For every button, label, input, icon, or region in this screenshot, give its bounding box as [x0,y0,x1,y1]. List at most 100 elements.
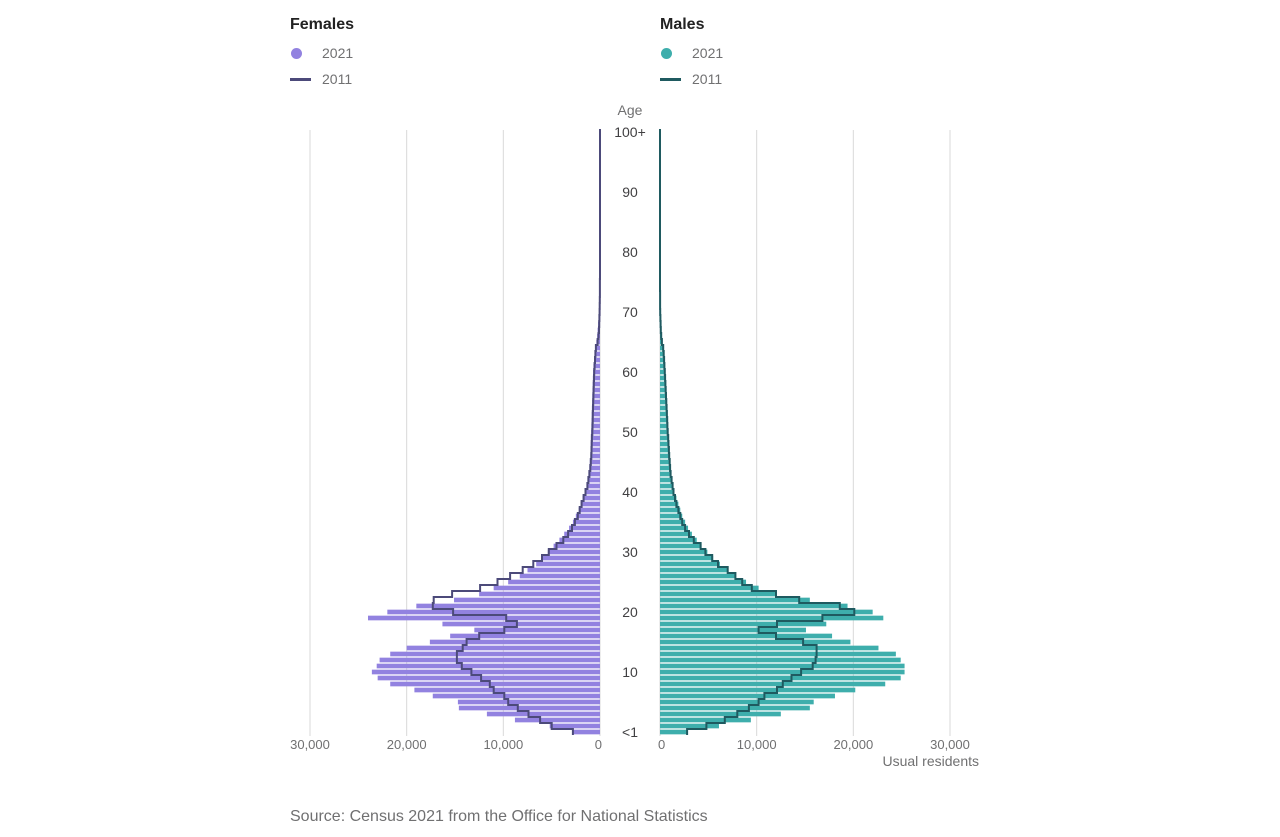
bar-male-2021 [660,459,670,465]
bar-female-2021 [458,705,600,711]
age-tick-label: 10 [622,664,638,680]
age-tick-label: 70 [622,304,638,320]
bar-female-2021 [371,669,600,675]
bar-male-2021 [660,465,670,471]
bar-male-2021 [660,507,681,513]
x-tick-label-female: 0 [595,737,602,752]
bar-female-2021 [514,717,600,723]
bar-female-2021 [593,363,600,369]
bar-female-2021 [429,639,600,645]
bar-male-2021 [660,633,833,639]
bar-female-2021 [591,423,600,429]
bar-male-2021 [660,687,856,693]
bar-female-2021 [414,687,600,693]
legend-dot-icon [661,47,672,59]
bar-female-2021 [454,597,600,603]
bar-female-2021 [592,393,600,399]
bar-female-2021 [553,543,600,549]
bar-female-2021 [591,417,600,423]
x-tick-label-male: 0 [658,737,665,752]
bar-male-2021 [660,495,677,501]
bar-male-2021 [660,693,835,699]
age-axis-title: Age [618,102,643,118]
bar-female-2021 [406,645,600,651]
bar-female-2021 [474,627,600,633]
bar-female-2021 [592,381,600,387]
bar-female-2021 [590,453,600,459]
bar-male-2021 [660,363,665,369]
bar-male-2021 [660,669,905,675]
bar-male-2021 [660,543,702,549]
legend-males: Males 2021 2011 [660,16,723,92]
x-tick-label-male: 20,000 [833,737,873,752]
bar-female-2021 [508,579,600,585]
bar-male-2021 [660,585,759,591]
bar-female-2021 [493,585,600,591]
bar-female-2021 [479,591,600,597]
bar-female-2021 [591,411,600,417]
bar-male-2021 [660,567,728,573]
bar-female-2021 [578,507,600,513]
bar-female-2021 [390,681,600,687]
bar-female-2021 [593,369,600,375]
bar-female-2021 [592,375,600,381]
legend-label: 2021 [692,45,724,61]
bar-male-2021 [660,519,686,525]
bar-female-2021 [527,567,600,573]
bar-male-2021 [660,609,873,615]
x-tick-label-female: 30,000 [290,737,330,752]
legend-line-icon [290,77,311,81]
bar-male-2021 [660,561,720,567]
bar-female-2021 [589,459,600,465]
bar-female-2021 [594,351,600,357]
x-axis-label: Usual residents [883,753,980,769]
bar-male-2021 [660,729,688,735]
bar-female-2021 [587,477,600,483]
bar-female-2021 [586,483,600,489]
bar-male-2021 [660,453,669,459]
legend-females-title: Females [290,16,355,33]
bar-male-2021 [660,699,814,705]
x-tick-label-male: 30,000 [930,737,970,752]
bar-female-2021 [594,357,600,363]
bar-male-2021 [660,549,708,555]
bar-male-2021 [660,657,901,663]
bar-female-2021 [572,729,600,735]
bar-female-2021 [580,501,600,507]
bar-male-2021 [660,723,719,729]
bar-male-2021 [660,501,679,507]
bar-male-2021 [660,471,671,477]
legend-line-icon [660,77,681,81]
bar-male-2021 [660,447,669,453]
bar-female-2021 [390,651,600,657]
bar-female-2021 [442,621,600,627]
bar-female-2021 [591,429,600,435]
bar-male-2021 [660,483,673,489]
x-tick-label-female: 20,000 [387,737,427,752]
bar-male-2021 [660,675,901,681]
bar-female-2021 [457,699,600,705]
bar-male-2021 [660,423,668,429]
bar-female-2021 [547,549,600,555]
bar-male-2021 [660,579,747,585]
bar-female-2021 [450,633,600,639]
bar-male-2021 [660,531,692,537]
bar-male-2021 [660,345,663,351]
bar-male-2021 [660,615,884,621]
bar-female-2021 [376,663,600,669]
bar-female-2021 [595,345,600,351]
bar-female-2021 [536,561,600,567]
bar-male-2021 [660,351,664,357]
age-tick-label: 60 [622,364,638,380]
bar-female-2021 [564,531,600,537]
age-tick-label: 20 [622,604,638,620]
bar-male-2021 [660,387,666,393]
bar-male-2021 [660,651,896,657]
bar-female-2021 [592,387,600,393]
age-tick-label: 80 [622,244,638,260]
bar-female-2021 [582,495,600,501]
bar-female-2021 [387,609,600,615]
x-tick-label-male: 10,000 [737,737,777,752]
source-note: Source: Census 2021 from the Office for … [290,808,708,825]
bar-female-2021 [569,525,600,531]
